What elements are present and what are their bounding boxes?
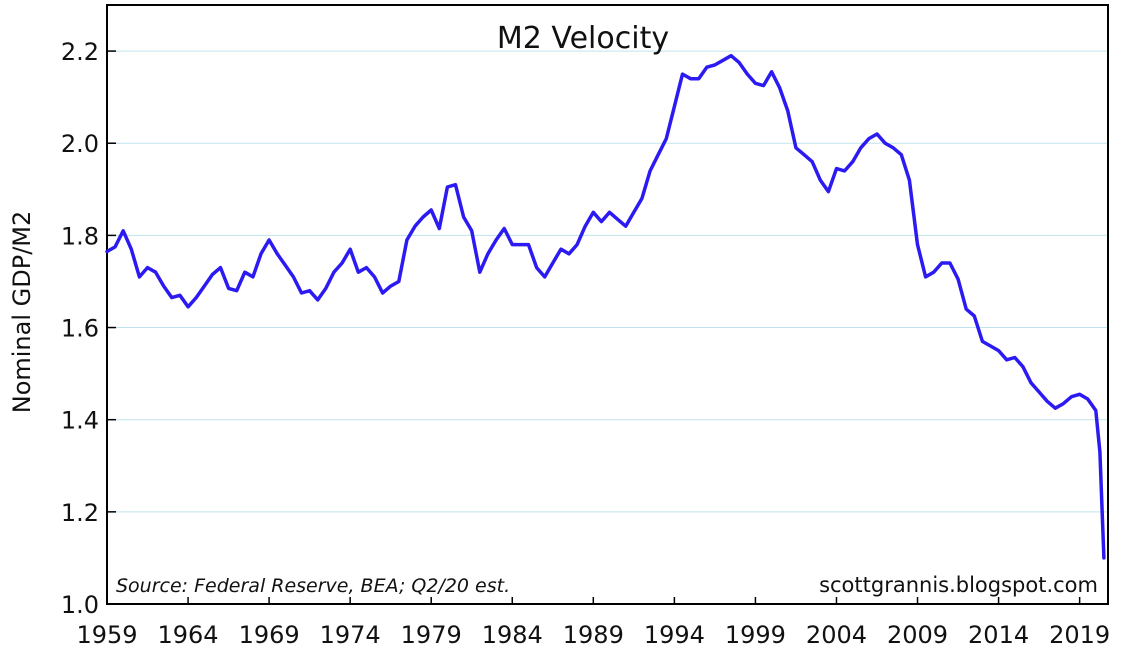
y-tick-label: 2.2 — [61, 38, 99, 66]
source-note: Source: Federal Reserve, BEA; Q2/20 est. — [116, 575, 510, 597]
y-tick-label: 2.0 — [61, 130, 99, 158]
x-tick-label: 1999 — [725, 621, 786, 649]
blog-credit: scottgrannis.blogspot.com — [819, 573, 1098, 597]
gridlines — [107, 50, 1108, 513]
x-tick-label: 2009 — [887, 621, 948, 649]
y-axis-label: Nominal GDP/M2 — [8, 211, 36, 414]
x-tick-label: 2019 — [1049, 621, 1110, 649]
x-tick-label: 2004 — [806, 621, 867, 649]
y-tick-label: 1.0 — [61, 591, 99, 619]
y-tick-label: 1.8 — [61, 222, 99, 250]
y-axis: 1.0 1.2 1.4 1.6 1.8 2.0 2.2 — [61, 38, 116, 619]
y-tick-label: 1.4 — [61, 407, 99, 435]
x-axis: 1959 1964 1969 1974 1979 1984 1989 1994 1999 2004… — [76, 597, 1110, 649]
x-tick-label: 1959 — [76, 621, 137, 649]
x-tick-label: 1979 — [401, 621, 462, 649]
plot-frame — [106, 4, 1109, 605]
y-tick-label: 1.6 — [61, 315, 99, 343]
x-tick-label: 2014 — [968, 621, 1029, 649]
y-tick-label: 1.2 — [61, 499, 99, 527]
chart-title: M2 Velocity — [497, 21, 669, 56]
x-tick-label: 1989 — [563, 621, 624, 649]
x-tick-label: 1984 — [482, 621, 543, 649]
series-line-m2-velocity — [105, 53, 1106, 560]
x-tick-label: 1964 — [158, 621, 219, 649]
x-tick-label: 1994 — [644, 621, 705, 649]
series-lines — [105, 53, 1106, 560]
x-tick-label: 1969 — [239, 621, 300, 649]
x-tick-label: 1974 — [320, 621, 381, 649]
